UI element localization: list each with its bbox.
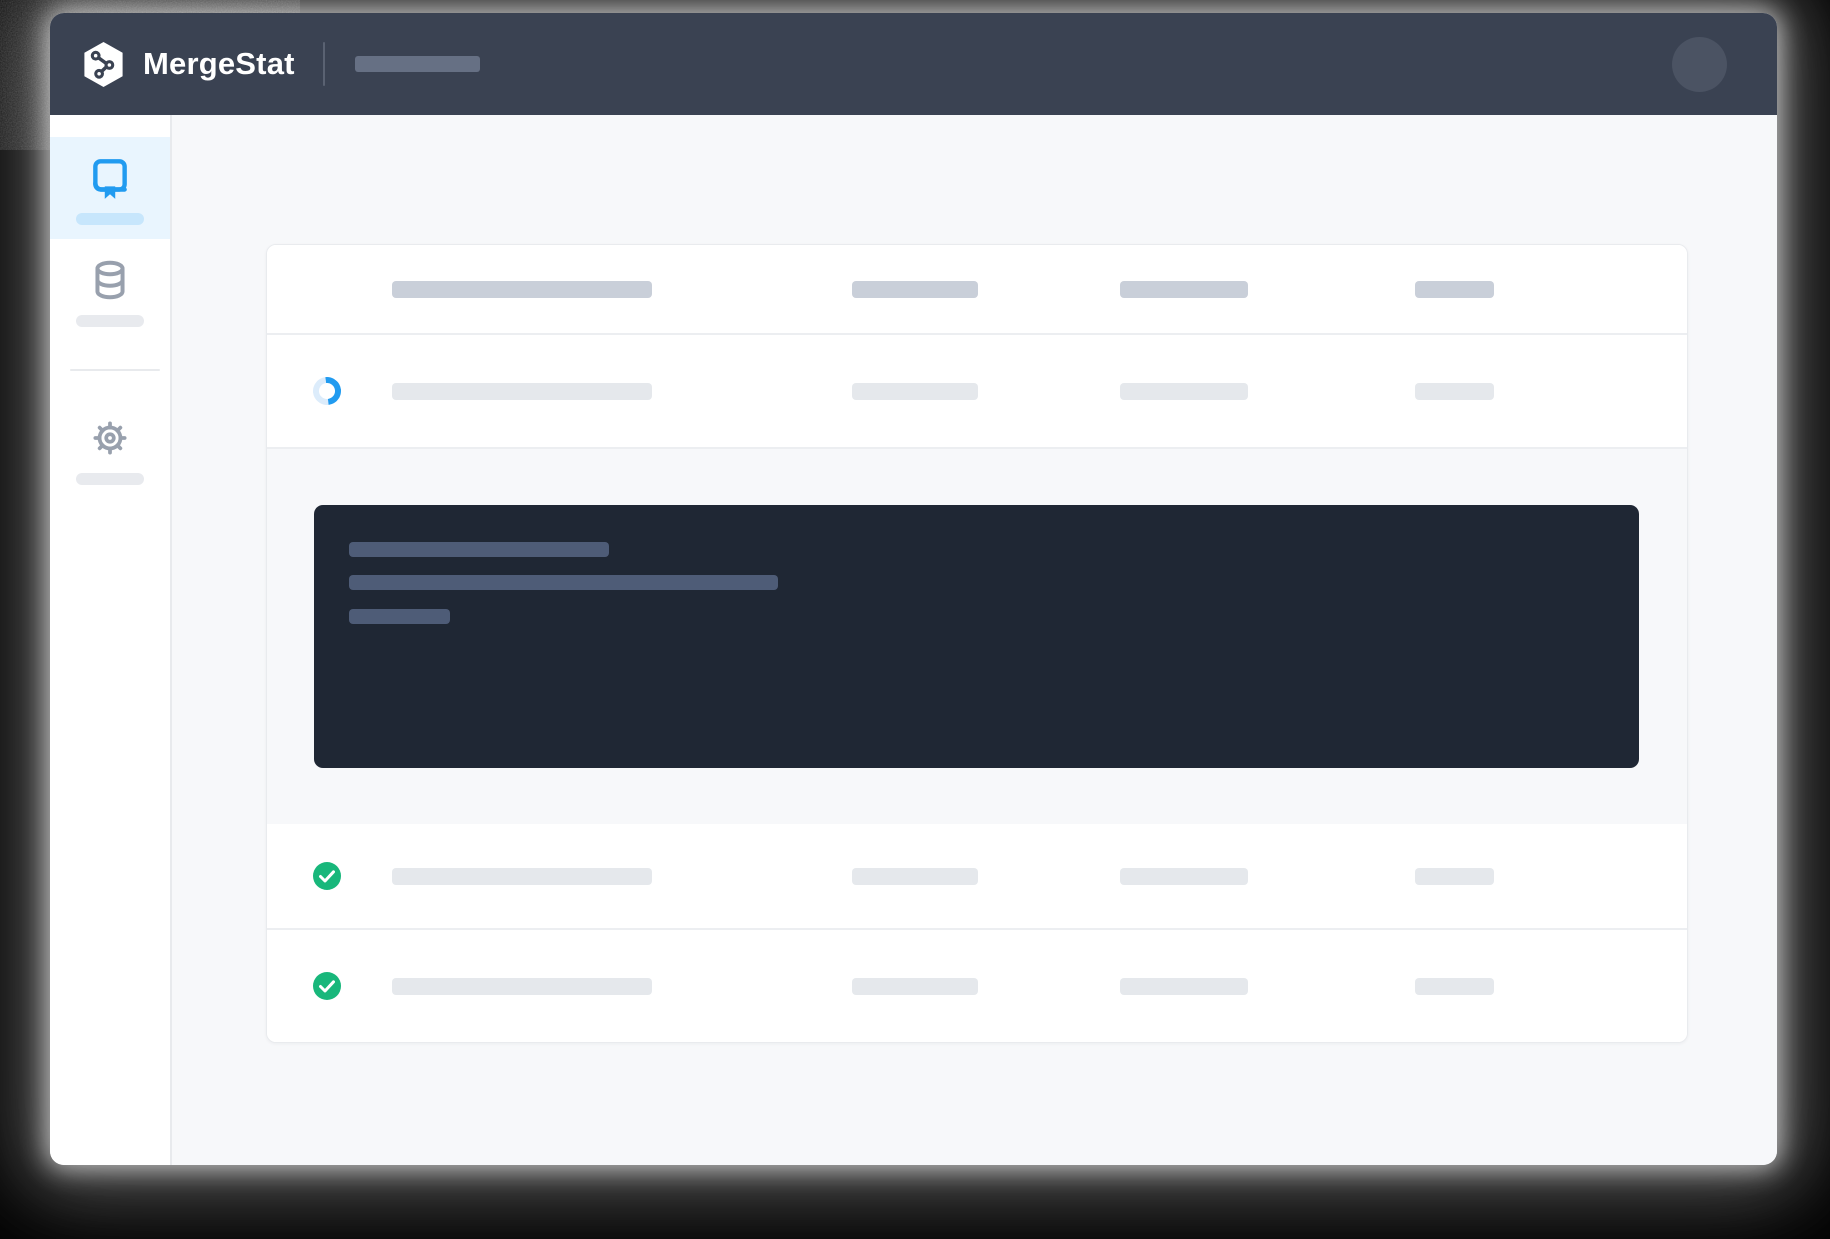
gear-icon	[93, 421, 127, 455]
nav-placeholder-bar	[354, 56, 480, 72]
repos-table-card	[266, 244, 1688, 1043]
log-output-panel	[314, 505, 1639, 768]
column-header-placeholder	[392, 280, 652, 298]
row-status-cell	[313, 862, 341, 890]
cell-placeholder	[1415, 382, 1494, 400]
cell-placeholder	[1120, 867, 1248, 885]
sidebar-divider	[70, 369, 160, 371]
table-row-syncing[interactable]	[267, 333, 1687, 447]
column-header-placeholder	[1120, 280, 1248, 298]
log-line-placeholder	[349, 542, 609, 557]
log-line-placeholder	[349, 609, 450, 624]
sidebar	[50, 115, 172, 1165]
mergestat-logo[interactable]: MergeStat	[80, 41, 295, 88]
sidebar-item-repos[interactable]	[50, 137, 170, 239]
check-circle-icon	[313, 862, 341, 890]
brand-name: MergeStat	[143, 46, 295, 81]
header-divider	[322, 42, 325, 86]
row-status-cell	[307, 371, 347, 411]
book-bookmark-icon	[93, 159, 127, 199]
row-expanded-detail	[267, 447, 1687, 824]
cell-placeholder	[852, 382, 978, 400]
database-icon	[95, 260, 125, 300]
app-header: MergeStat	[50, 13, 1777, 115]
app-body	[50, 115, 1777, 1165]
check-circle-icon	[313, 972, 341, 1000]
mergestat-hexagon-logo-icon	[84, 41, 123, 87]
row-status-cell	[313, 972, 341, 1000]
column-header-placeholder	[852, 280, 978, 298]
sidebar-item-settings[interactable]	[50, 397, 170, 499]
sidebar-label-placeholder	[76, 473, 144, 485]
table-row-success[interactable]	[267, 824, 1687, 928]
log-line-placeholder	[349, 575, 778, 590]
cell-placeholder	[392, 977, 652, 995]
main-content	[172, 115, 1777, 1165]
cell-placeholder	[1120, 382, 1248, 400]
user-avatar[interactable]	[1672, 36, 1727, 92]
cell-placeholder	[392, 867, 652, 885]
sidebar-label-placeholder	[76, 315, 144, 327]
column-header-placeholder	[1415, 280, 1494, 298]
sidebar-item-data[interactable]	[50, 239, 170, 341]
sidebar-label-placeholder	[76, 213, 144, 225]
cell-placeholder	[1120, 977, 1248, 995]
cell-placeholder	[392, 382, 652, 400]
spinner-icon	[307, 371, 347, 411]
table-header-row	[267, 245, 1687, 333]
table-row-success[interactable]	[267, 928, 1687, 1042]
cell-placeholder	[1415, 867, 1494, 885]
cell-placeholder	[1415, 977, 1494, 995]
app-window: MergeStat	[50, 13, 1777, 1165]
cell-placeholder	[852, 867, 978, 885]
cell-placeholder	[852, 977, 978, 995]
